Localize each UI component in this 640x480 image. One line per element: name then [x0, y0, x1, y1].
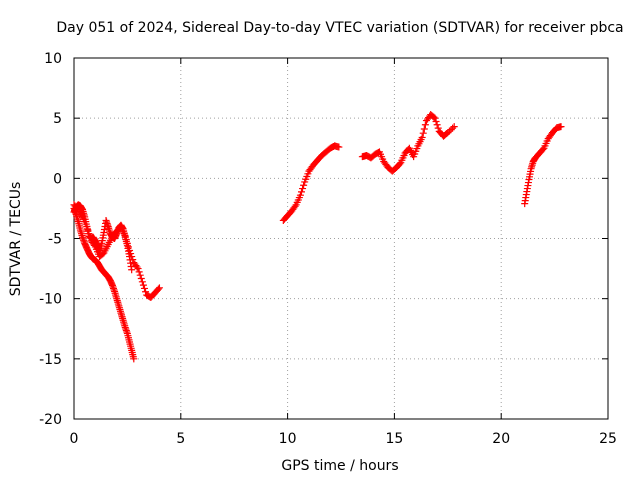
- data-point: [299, 185, 307, 193]
- data-point: [432, 117, 440, 125]
- data-point: [154, 285, 162, 293]
- y-tick-label: -15: [39, 352, 62, 368]
- data-point: [418, 133, 426, 141]
- data-point: [430, 113, 438, 121]
- y-tick-label: 5: [53, 111, 62, 127]
- data-point: [335, 143, 343, 151]
- data-point: [419, 129, 427, 137]
- data-point: [138, 278, 146, 286]
- data-point: [137, 275, 145, 283]
- data-point: [297, 188, 305, 196]
- data-point: [557, 123, 565, 131]
- data-point: [539, 145, 547, 153]
- data-point: [140, 284, 148, 292]
- chart-title: Day 051 of 2024, Sidereal Day-to-day VTE…: [56, 20, 623, 36]
- data-point: [135, 268, 143, 276]
- data-point: [445, 127, 453, 135]
- data-point: [296, 191, 304, 199]
- x-tick-label: 10: [279, 431, 297, 447]
- y-tick-label: 0: [53, 171, 62, 187]
- series-pbca-arc-4: [279, 142, 343, 224]
- y-tick-label: -5: [48, 232, 62, 248]
- x-tick-labels: 0 5 10 15 20 25: [70, 431, 617, 447]
- data-point: [421, 121, 429, 129]
- series-pbca-arc-5: [358, 111, 458, 175]
- axis-ticks: [73, 57, 609, 420]
- series-pbca-arc-1: [70, 204, 138, 363]
- y-tick-label: 10: [44, 51, 62, 67]
- data-points: [70, 111, 565, 363]
- data-point: [420, 125, 428, 133]
- data-point: [447, 126, 455, 134]
- data-point: [444, 129, 452, 137]
- x-tick-label: 0: [70, 431, 79, 447]
- y-tick-label: -10: [39, 292, 62, 308]
- data-point: [450, 123, 458, 131]
- data-point: [433, 121, 441, 129]
- x-tick-label: 5: [176, 431, 185, 447]
- x-tick-label: 15: [385, 431, 403, 447]
- data-point: [134, 265, 142, 273]
- data-point: [449, 124, 457, 132]
- data-point: [431, 114, 439, 122]
- y-axis-label: SDTVAR / TECUs: [8, 182, 24, 297]
- grid-lines: [74, 58, 608, 419]
- data-point: [128, 266, 136, 274]
- data-point: [142, 288, 150, 296]
- x-tick-label: 20: [492, 431, 510, 447]
- data-point: [300, 181, 308, 189]
- data-point: [133, 263, 141, 271]
- series-pbca-arc-6: [521, 123, 565, 208]
- data-point: [139, 281, 147, 289]
- y-tick-labels: -20 -15 -10 -5 0 5 10: [39, 51, 62, 428]
- y-tick-label: -20: [39, 412, 62, 428]
- data-point: [434, 124, 442, 132]
- data-point: [291, 202, 299, 210]
- x-tick-label: 25: [599, 431, 617, 447]
- data-point: [155, 284, 163, 292]
- data-point: [136, 271, 144, 279]
- data-point: [396, 160, 404, 168]
- series-pbca-arc-3: [70, 201, 136, 274]
- data-point: [130, 355, 138, 363]
- x-axis-label: GPS time / hours: [281, 458, 398, 474]
